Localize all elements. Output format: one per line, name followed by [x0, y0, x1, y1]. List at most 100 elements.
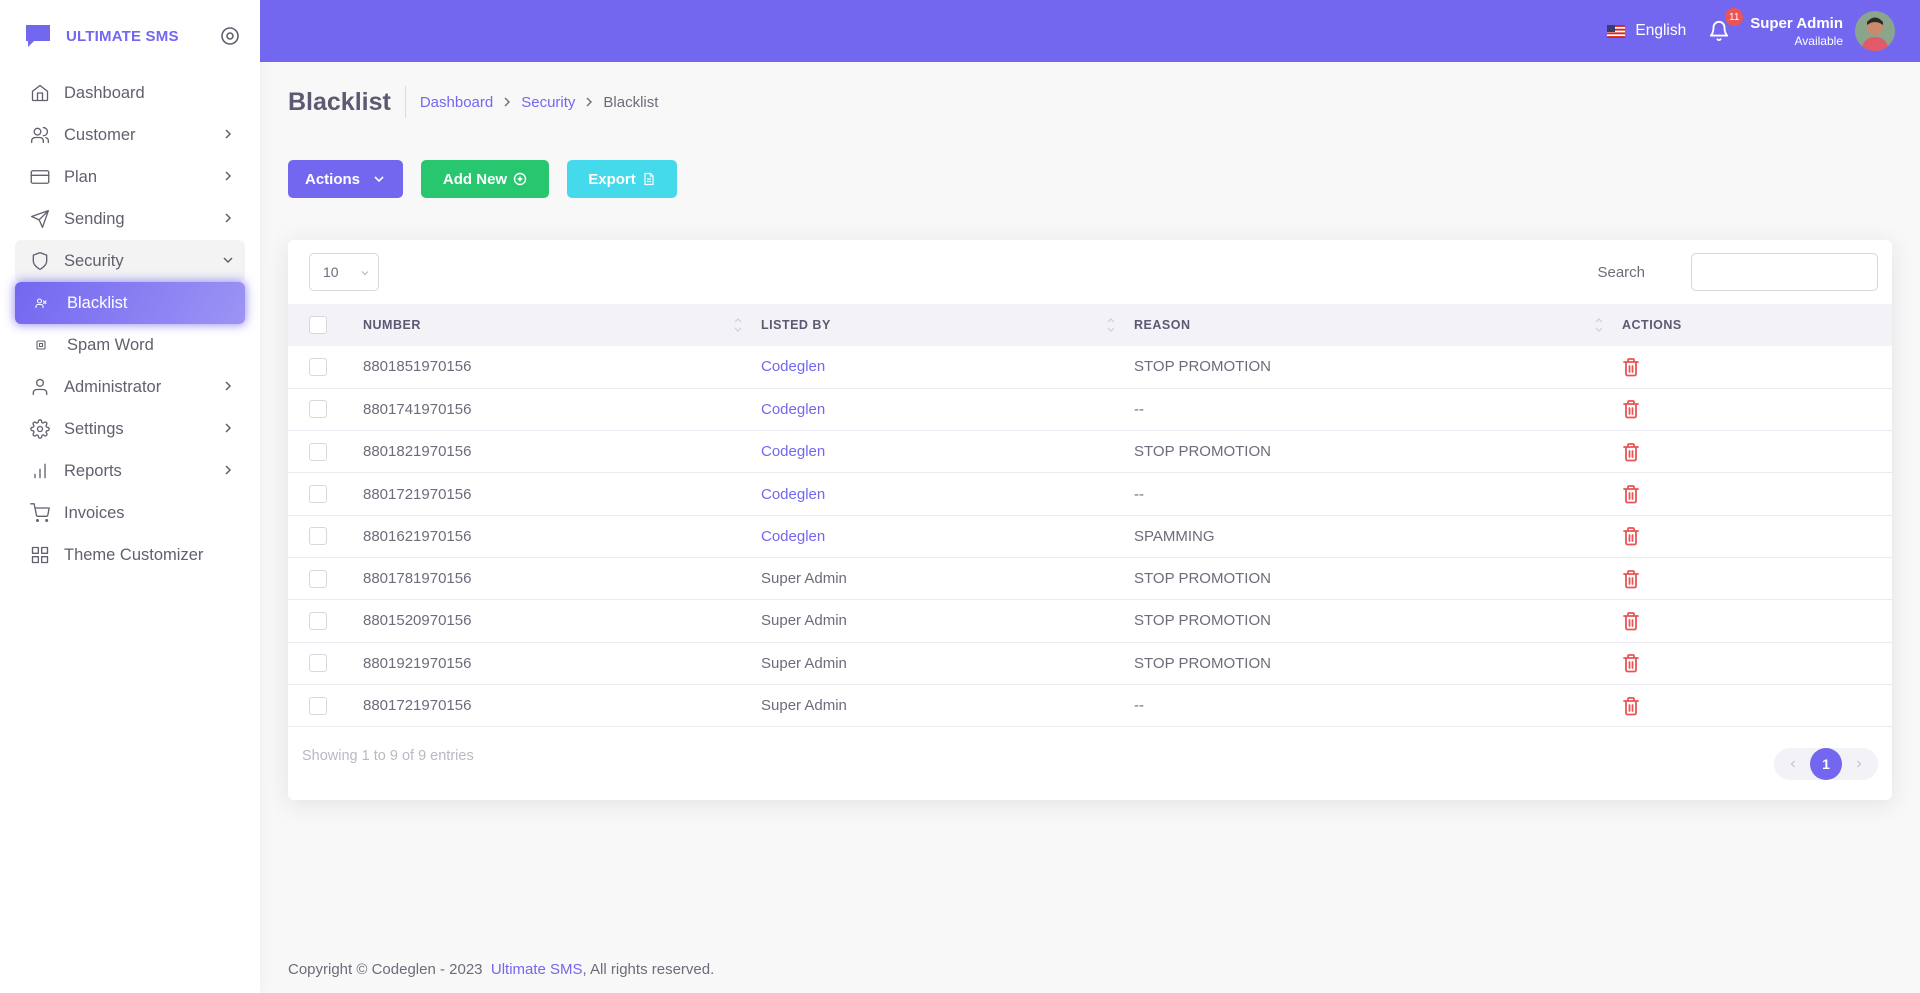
sidebar-item-security[interactable]: Security — [15, 240, 245, 282]
footer-suffix: , All rights reserved. — [582, 961, 715, 978]
trash-icon[interactable] — [1622, 653, 1640, 673]
listed-by-cell: Super Admin — [761, 697, 847, 715]
notification-button[interactable]: 11 — [1708, 8, 1744, 42]
page-length-select[interactable]: 10 — [309, 253, 379, 291]
listed-by-cell: Super Admin — [761, 654, 847, 672]
chat-logo-icon — [26, 25, 50, 47]
avatar[interactable] — [1855, 11, 1895, 51]
credit-card-icon — [30, 170, 50, 184]
trash-icon[interactable] — [1622, 696, 1640, 716]
listed-by-cell[interactable]: Codeglen — [761, 358, 826, 376]
sidebar-item-label: Customer — [64, 125, 136, 144]
number-cell: 8801721970156 — [363, 697, 472, 715]
number-cell: 8801721970156 — [363, 485, 472, 503]
sidebar-item-blacklist[interactable]: Blacklist — [15, 282, 245, 324]
breadcrumb-dashboard[interactable]: Dashboard — [419, 93, 494, 111]
bar-chart-icon — [34, 463, 46, 479]
trash-icon[interactable] — [1622, 526, 1640, 546]
row-checkbox[interactable] — [309, 527, 327, 546]
footer-link[interactable]: Ultimate SMS — [490, 961, 583, 978]
export-button[interactable]: Export — [567, 160, 677, 198]
blacklist-table: NUMBER LISTED BY REASON ACTIONS — [288, 304, 1892, 727]
sidebar-item-label: Invoices — [64, 503, 125, 522]
sidebar-item-sending[interactable]: Sending — [15, 198, 245, 240]
table-row: 8801721970156 Super Admin -- — [288, 684, 1892, 727]
sidebar-item-spam-word[interactable]: Spam Word — [15, 324, 245, 366]
sidebar-item-label: Administrator — [64, 377, 162, 396]
listed-by-cell[interactable]: Codeglen — [761, 400, 826, 418]
column-number[interactable]: NUMBER — [363, 304, 761, 346]
trash-icon[interactable] — [1622, 399, 1640, 419]
grid-icon — [31, 546, 49, 564]
search-input[interactable] — [1691, 253, 1878, 291]
row-checkbox[interactable] — [309, 357, 327, 376]
add-new-button[interactable]: Add New — [421, 160, 549, 198]
square-icon — [36, 340, 46, 350]
page-length-value: 10 — [323, 264, 339, 280]
chevron-right-icon — [225, 423, 232, 433]
row-checkbox[interactable] — [309, 442, 327, 461]
reason-cell: STOP PROMOTION — [1134, 654, 1271, 672]
reason-cell: SPAMMING — [1134, 527, 1215, 545]
listed-by-cell[interactable]: Codeglen — [761, 485, 826, 503]
sidebar-item-administrator[interactable]: Administrator — [15, 366, 245, 408]
column-reason[interactable]: REASON — [1134, 304, 1622, 346]
trash-icon[interactable] — [1622, 611, 1640, 631]
sidebar-item-dashboard[interactable]: Dashboard — [15, 72, 245, 114]
user-info[interactable]: Super Admin Available — [1750, 15, 1843, 48]
next-page-button[interactable] — [1846, 748, 1872, 780]
table-row: 8801621970156 Codeglen SPAMMING — [288, 515, 1892, 558]
sidebar-toggle-icon[interactable] — [220, 26, 240, 46]
breadcrumb-blacklist: Blacklist — [603, 93, 659, 111]
select-all-checkbox[interactable] — [309, 316, 327, 334]
sidebar-item-label: Reports — [64, 461, 122, 480]
actions-button[interactable]: Actions — [288, 160, 403, 198]
users-icon — [31, 126, 50, 144]
chevron-down-icon — [374, 176, 384, 183]
add-new-label: Add New — [442, 170, 508, 188]
table-row: 8801781970156 Super Admin STOP PROMOTION — [288, 557, 1892, 600]
listed-by-cell[interactable]: Codeglen — [761, 443, 826, 461]
trash-icon[interactable] — [1622, 442, 1640, 462]
breadcrumb-security[interactable]: Security — [521, 93, 576, 111]
language-dropdown[interactable]: English — [1607, 22, 1686, 40]
listed-by-cell[interactable]: Codeglen — [761, 527, 826, 545]
plus-circle-icon — [513, 172, 527, 186]
table-row: 8801921970156 Super Admin STOP PROMOTION — [288, 642, 1892, 685]
row-checkbox[interactable] — [309, 485, 327, 504]
column-reason-label: REASON — [1134, 318, 1191, 332]
bell-icon — [1710, 21, 1729, 42]
row-checkbox[interactable] — [309, 400, 327, 419]
reason-cell: STOP PROMOTION — [1134, 612, 1271, 630]
chevron-right-icon — [225, 129, 232, 139]
trash-icon[interactable] — [1622, 484, 1640, 504]
brand[interactable]: ULTIMATE SMS — [0, 0, 260, 72]
column-listed-by[interactable]: LISTED BY — [761, 304, 1134, 346]
row-checkbox[interactable] — [309, 611, 327, 630]
trash-icon[interactable] — [1622, 569, 1640, 589]
search-label: Search — [1597, 264, 1645, 281]
user-x-icon — [35, 298, 47, 309]
trash-icon[interactable] — [1622, 357, 1640, 377]
number-cell: 8801781970156 — [363, 570, 472, 588]
sidebar-item-invoices[interactable]: Invoices — [15, 492, 245, 534]
row-checkbox[interactable] — [309, 569, 327, 588]
row-checkbox[interactable] — [309, 696, 327, 715]
row-checkbox[interactable] — [309, 654, 327, 673]
actions-label: Actions — [304, 170, 360, 188]
chevron-right-icon — [225, 171, 232, 181]
sidebar: ULTIMATE SMS Dashboard Customer Plan Sendin… — [0, 0, 260, 993]
table-row: 8801520970156 Super Admin STOP PROMOTION — [288, 600, 1892, 643]
sidebar-item-reports[interactable]: Reports — [15, 450, 245, 492]
sidebar-item-plan[interactable]: Plan — [15, 156, 245, 198]
chevron-down-icon — [361, 271, 369, 276]
page-1-button[interactable]: 1 — [1810, 748, 1842, 780]
sidebar-item-settings[interactable]: Settings — [15, 408, 245, 450]
sidebar-item-customer[interactable]: Customer — [15, 114, 245, 156]
chevron-down-icon — [223, 257, 233, 264]
chevron-right-icon — [586, 97, 593, 107]
gear-icon — [30, 419, 50, 439]
sidebar-item-theme-customizer[interactable]: Theme Customizer — [15, 534, 245, 576]
previous-page-button[interactable] — [1780, 748, 1806, 780]
column-actions: ACTIONS — [1622, 304, 1892, 346]
